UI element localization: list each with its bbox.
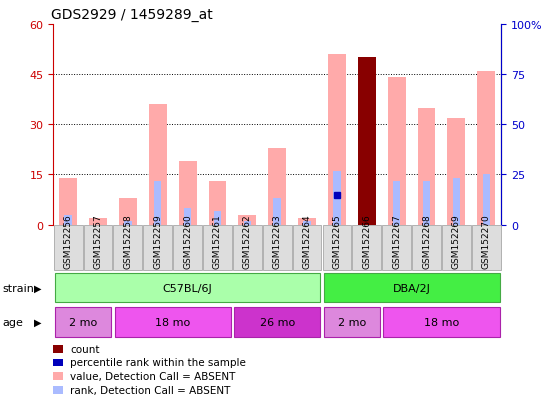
- Text: 2 mo: 2 mo: [69, 317, 97, 327]
- Bar: [333, 172, 340, 225]
- Text: GSM152262: GSM152262: [243, 214, 252, 268]
- Bar: [358, 58, 376, 225]
- Bar: [418, 108, 436, 225]
- Bar: [239, 215, 256, 225]
- Bar: [483, 175, 490, 225]
- Bar: [393, 182, 400, 225]
- Bar: [273, 198, 281, 225]
- Bar: [298, 218, 316, 225]
- Bar: [304, 222, 311, 225]
- Bar: [328, 55, 346, 225]
- Bar: [124, 222, 132, 225]
- Bar: [149, 105, 167, 225]
- Bar: [423, 182, 430, 225]
- Bar: [64, 215, 72, 225]
- Bar: [59, 178, 77, 225]
- Bar: [268, 148, 286, 225]
- Text: GSM152268: GSM152268: [422, 214, 431, 268]
- Text: rank, Detection Call = ABSENT: rank, Detection Call = ABSENT: [70, 385, 230, 395]
- Text: 18 mo: 18 mo: [424, 317, 459, 327]
- Text: GSM152270: GSM152270: [482, 214, 491, 268]
- Text: GSM152266: GSM152266: [362, 214, 371, 268]
- Bar: [184, 209, 192, 225]
- Bar: [119, 198, 137, 225]
- Text: GSM152259: GSM152259: [153, 214, 162, 268]
- Bar: [214, 212, 221, 225]
- Bar: [179, 161, 197, 225]
- Bar: [244, 222, 251, 225]
- Text: DBA/2J: DBA/2J: [393, 283, 431, 293]
- Text: age: age: [3, 317, 24, 327]
- Text: ▶: ▶: [34, 317, 42, 327]
- Text: 26 mo: 26 mo: [260, 317, 295, 327]
- Text: GSM152258: GSM152258: [123, 214, 132, 268]
- Text: count: count: [70, 344, 100, 354]
- Text: percentile rank within the sample: percentile rank within the sample: [70, 358, 246, 368]
- Bar: [154, 182, 161, 225]
- Bar: [363, 175, 371, 225]
- Text: ▶: ▶: [34, 283, 42, 293]
- Text: GSM152260: GSM152260: [183, 214, 192, 268]
- Text: GSM152257: GSM152257: [94, 214, 102, 268]
- Bar: [388, 78, 405, 225]
- Text: GSM152263: GSM152263: [273, 214, 282, 268]
- Bar: [89, 218, 107, 225]
- Text: GDS2929 / 1459289_at: GDS2929 / 1459289_at: [51, 8, 213, 22]
- Bar: [477, 71, 495, 225]
- Text: C57BL/6J: C57BL/6J: [163, 283, 212, 293]
- Bar: [208, 182, 226, 225]
- Bar: [452, 178, 460, 225]
- Text: GSM152265: GSM152265: [333, 214, 342, 268]
- Text: GSM152264: GSM152264: [302, 214, 311, 268]
- Text: 18 mo: 18 mo: [155, 317, 190, 327]
- Bar: [447, 118, 465, 225]
- Text: strain: strain: [3, 283, 35, 293]
- Text: GSM152261: GSM152261: [213, 214, 222, 268]
- Text: 2 mo: 2 mo: [338, 317, 366, 327]
- Text: GSM152267: GSM152267: [392, 214, 401, 268]
- Bar: [358, 58, 376, 225]
- Text: GSM152269: GSM152269: [452, 214, 461, 268]
- Text: value, Detection Call = ABSENT: value, Detection Call = ABSENT: [70, 371, 235, 381]
- Text: GSM152256: GSM152256: [64, 214, 73, 268]
